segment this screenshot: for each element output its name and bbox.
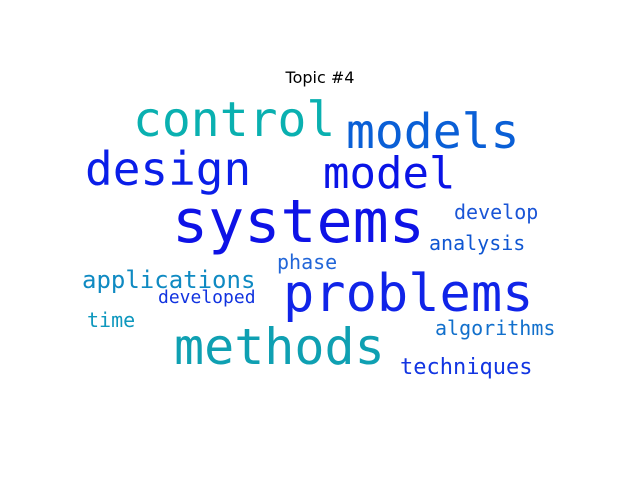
word-model: model	[323, 148, 456, 199]
figure-title: Topic #4	[285, 68, 355, 87]
word-applications: applications	[82, 266, 256, 294]
word-develop: develop	[454, 200, 539, 224]
word-control: control	[133, 92, 336, 148]
word-time: time	[87, 308, 136, 332]
word-developed: developed	[158, 287, 256, 308]
word-algorithms: algorithms	[435, 316, 556, 340]
word-methods: methods	[174, 318, 385, 376]
word-analysis: analysis	[429, 231, 526, 255]
word-cloud: control models design model systems deve…	[80, 96, 560, 396]
word-models: models	[346, 104, 520, 160]
word-systems: systems	[172, 187, 425, 257]
word-phase: phase	[277, 250, 338, 274]
word-design: design	[85, 142, 252, 196]
word-techniques: techniques	[400, 355, 533, 380]
word-problems: problems	[283, 264, 534, 324]
